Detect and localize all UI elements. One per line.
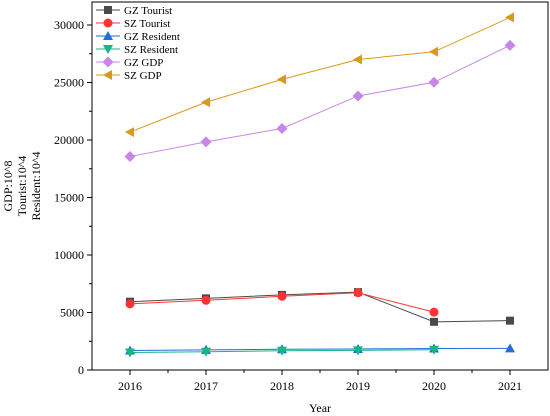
marker-triangle-up [505, 343, 515, 353]
series-gz-resident [125, 343, 515, 355]
series-line [129, 16, 511, 133]
series-line [129, 347, 511, 351]
legend-label: SZ GDP [124, 70, 162, 82]
marker-circle [201, 295, 211, 305]
y-tick-label: 0 [78, 363, 84, 377]
marker-triangle-down [277, 346, 287, 356]
x-tick-label: 2020 [422, 379, 446, 393]
y-axis-title-line: Tourist:10^4 [15, 156, 29, 217]
legend-item: GZ Resident [96, 31, 180, 43]
series-layer [124, 12, 516, 358]
marker-triangle-left [505, 12, 514, 23]
marker-diamond [504, 39, 516, 51]
y-tick-label: 30000 [54, 18, 84, 32]
legend-label: GZ Resident [124, 31, 180, 43]
marker-triangle-down [353, 346, 363, 356]
marker-circle [353, 288, 363, 298]
series-sz-resident [125, 345, 439, 358]
marker-triangle-left [125, 127, 134, 138]
marker-circle [429, 307, 439, 317]
marker-triangle-left [201, 97, 210, 108]
legend-label: SZ Tourist [124, 18, 170, 30]
marker-square [104, 6, 112, 14]
marker-diamond [428, 76, 440, 88]
marker-triangle-down [429, 345, 439, 355]
legend-item: SZ Tourist [96, 18, 170, 30]
legend-item: GZ GDP [96, 56, 163, 69]
marker-square [430, 317, 438, 326]
marker-diamond [102, 56, 114, 68]
series-gz-gdp [124, 39, 516, 163]
y-tick-label: 25000 [54, 76, 84, 90]
marker-square [506, 316, 514, 325]
marker-diamond [200, 136, 212, 148]
x-tick-label: 2019 [346, 379, 370, 393]
legend-label: GZ GDP [124, 57, 163, 69]
x-axis: 2016 2017 2018 2019 2020 2021 [118, 370, 522, 393]
legend-item: SZ Resident [96, 44, 178, 56]
x-tick-label: 2021 [498, 379, 522, 393]
x-tick-label: 2017 [194, 379, 218, 393]
series-line [129, 291, 511, 323]
x-tick-label: 2016 [118, 379, 142, 393]
marker-triangle-up [103, 31, 113, 40]
x-tick-label: 2018 [270, 379, 294, 393]
legend-item: SZ GDP [96, 70, 162, 82]
marker-triangle-left [277, 74, 286, 85]
marker-triangle-down [201, 347, 211, 357]
marker-triangle-left [353, 54, 362, 65]
y-axis-title: GDP:10^8 Tourist:10^4 Resident:10^4 [1, 152, 43, 221]
marker-triangle-down [125, 348, 135, 358]
x-axis-title: Year [309, 401, 331, 415]
series-line [129, 44, 511, 158]
marker-triangle-left [429, 46, 438, 57]
marker-triangle-down [103, 45, 113, 54]
y-tick-label: 20000 [54, 133, 84, 147]
marker-circle [125, 299, 135, 309]
marker-diamond [276, 123, 288, 134]
marker-circle [103, 18, 113, 28]
marker-diamond [352, 90, 364, 102]
series-sz-tourist [125, 288, 439, 317]
series-sz-gdp [125, 12, 514, 138]
y-axis-title-line: GDP:10^8 [1, 161, 15, 212]
y-axis-title-line: Resident:10^4 [29, 152, 43, 221]
marker-diamond [124, 151, 136, 163]
legend-label: SZ Resident [124, 44, 178, 56]
y-axis: 0 5000 10000 15000 20000 25000 30000 [54, 18, 92, 377]
marker-circle [277, 291, 287, 301]
y-tick-label: 15000 [54, 191, 84, 205]
y-tick-label: 10000 [54, 248, 84, 262]
series-gz-tourist [126, 288, 514, 326]
legend-item: GZ Tourist [96, 5, 172, 17]
y-tick-label: 5000 [60, 306, 84, 320]
marker-triangle-left [103, 70, 112, 80]
legend-label: GZ Tourist [124, 5, 172, 17]
